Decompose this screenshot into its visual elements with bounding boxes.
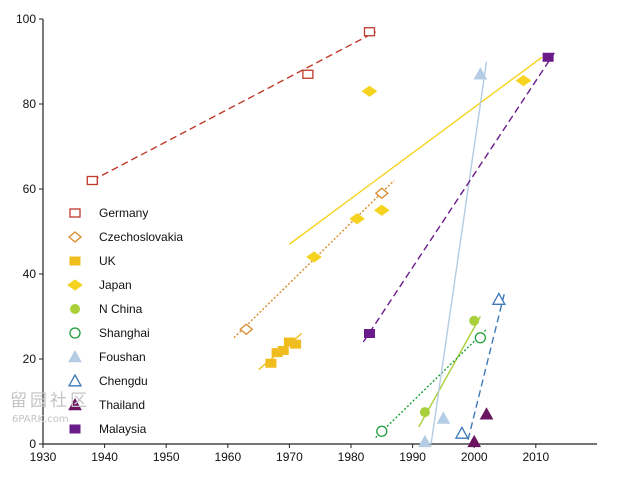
y-tick-label: 0 — [29, 437, 36, 451]
point-japan — [349, 213, 366, 225]
y-tick-label: 100 — [16, 12, 36, 26]
point-shanghai — [474, 332, 487, 344]
point-czechoslovakia — [374, 187, 389, 200]
legend-marker-foushan — [68, 349, 82, 363]
watermark: 留园社区 6PARK.com — [10, 391, 90, 425]
trend-lines — [91, 31, 555, 445]
trend-line-chengdu — [467, 290, 506, 440]
point-shanghai — [376, 425, 388, 437]
axes — [42, 19, 597, 445]
point-uk — [290, 339, 302, 349]
x-tick-label: 2000 — [461, 450, 488, 464]
legend-marker-shanghai — [69, 327, 81, 339]
legend-marker-japan — [67, 279, 83, 291]
point-chengdu — [491, 292, 506, 305]
point-germany — [86, 175, 98, 186]
legend-marker-germany — [69, 208, 81, 218]
x-tick-label: 2010 — [522, 450, 549, 464]
y-tick-group: 0 20 40 60 80 100 — [16, 12, 43, 451]
legend-marker-chengdu — [67, 373, 83, 387]
legend-label-czechoslovakia: Czechoslovakia — [99, 230, 183, 244]
legend-marker-uk — [69, 256, 81, 266]
trend-line-japan — [288, 56, 543, 245]
legend-label-germany: Germany — [99, 206, 148, 220]
x-tick-label: 1950 — [153, 450, 180, 464]
x-tick-label: 1990 — [399, 450, 426, 464]
point-n-china — [469, 315, 480, 326]
x-tick-label: 1960 — [214, 450, 241, 464]
legend-label-thailand: Thailand — [99, 398, 145, 412]
point-japan — [306, 251, 322, 263]
legend-marker-malaysia — [69, 424, 81, 434]
legend-label-chengdu: Chengdu — [99, 374, 148, 388]
data-points — [86, 27, 554, 448]
point-malaysia — [542, 52, 554, 62]
point-chengdu — [454, 426, 469, 439]
point-germany — [302, 69, 314, 79]
point-uk — [277, 346, 289, 355]
point-foushan — [473, 67, 488, 80]
point-malaysia — [363, 329, 375, 338]
legend-label-shanghai: Shanghai — [99, 326, 150, 340]
point-czechoslovakia — [239, 323, 254, 336]
legend-label-uk: UK — [99, 254, 116, 268]
point-japan — [361, 85, 378, 97]
legend-marker-n-china — [70, 304, 80, 314]
point-japan — [515, 75, 532, 87]
y-tick-label: 40 — [23, 267, 37, 281]
point-thailand — [467, 434, 482, 448]
y-tick-label: 20 — [23, 352, 37, 366]
legend-label-foushan: Foushan — [99, 350, 146, 364]
point-n-china — [419, 407, 430, 418]
y-tick-label: 60 — [23, 182, 37, 196]
legend-label-n-china: N China — [99, 302, 143, 316]
point-thailand — [479, 407, 494, 420]
point-foushan — [436, 411, 451, 424]
legend-marker-thailand — [68, 397, 82, 411]
y-tick-label: 80 — [23, 97, 37, 111]
point-japan — [373, 204, 390, 216]
trend-line-malaysia — [362, 52, 555, 343]
x-tick-group: 1930 1940 1950 1960 1970 1980 1990 2000 2010 — [30, 444, 549, 464]
point-germany — [363, 27, 376, 37]
x-tick-label: 1930 — [30, 450, 57, 464]
trend-line-germany — [91, 31, 376, 182]
legend: Germany Czechoslovakia UK Japan N China Shang… — [67, 206, 183, 436]
trend-line-n-china — [418, 316, 481, 428]
x-tick-label: 1940 — [91, 450, 118, 464]
point-foushan — [418, 434, 432, 448]
legend-label-japan: Japan — [99, 278, 132, 292]
point-uk — [265, 358, 277, 368]
watermark-subtext: 6PARK.com — [12, 414, 69, 425]
x-tick-label: 1970 — [276, 450, 303, 464]
trend-line-foushan — [430, 61, 488, 445]
watermark-text: 留园社区 — [10, 391, 90, 411]
x-tick-label: 1980 — [338, 450, 365, 464]
trend-line-shanghai — [375, 328, 488, 439]
legend-marker-czechoslovakia — [67, 231, 83, 243]
legend-label-malaysia: Malaysia — [99, 422, 147, 436]
